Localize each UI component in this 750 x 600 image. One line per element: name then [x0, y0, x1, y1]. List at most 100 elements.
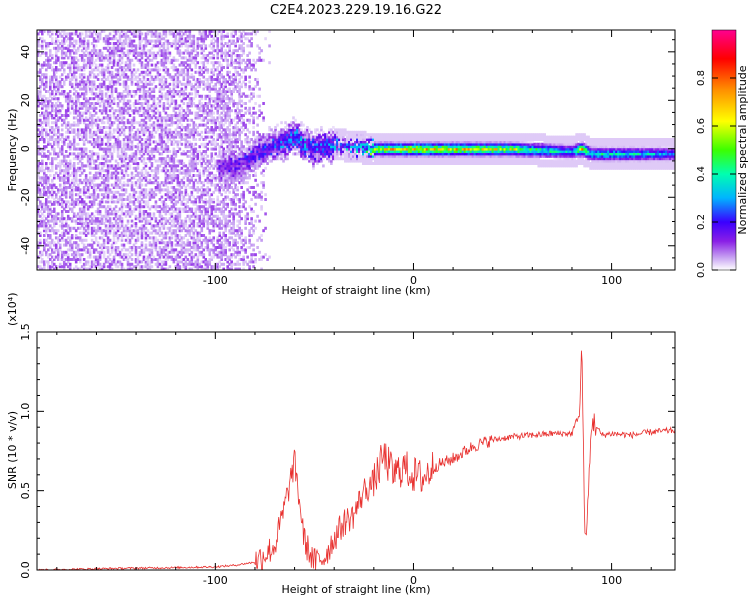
heatmap-cell [144, 123, 148, 127]
heatmap-cell [160, 267, 164, 270]
heatmap-cell [108, 94, 112, 98]
heatmap-cell [200, 241, 204, 245]
heatmap-cell [202, 207, 206, 211]
heatmap-cell [100, 30, 104, 33]
heatmap-cell [164, 260, 168, 264]
heatmap-cell [48, 186, 52, 189]
heatmap-cell [140, 85, 144, 89]
heatmap-cell [156, 231, 160, 235]
heatmap-cell [144, 37, 148, 41]
heatmap-cell [206, 147, 210, 151]
heatmap-cell [122, 267, 126, 270]
heatmap-cell [124, 73, 128, 77]
heatmap-cell [120, 267, 124, 270]
heatmap-cell [126, 181, 130, 185]
heatmap-cell [174, 229, 178, 233]
heatmap-cell [188, 37, 192, 41]
heatmap-cell [88, 106, 92, 110]
heatmap-cell [74, 219, 78, 223]
heatmap-cell [210, 241, 214, 245]
heatmap-cell [144, 260, 148, 264]
heatmap-cell [198, 214, 202, 218]
heatmap-cell [90, 176, 94, 180]
heatmap-cell [210, 56, 214, 60]
heatmap-cell [196, 188, 200, 192]
heatmap-cell [104, 46, 108, 50]
heatmap-cell [132, 154, 136, 158]
heatmap-cell [98, 135, 102, 139]
heatmap-cell [210, 258, 214, 261]
heatmap-cell [102, 68, 106, 72]
heatmap-cell [74, 97, 78, 101]
heatmap-cell [114, 210, 118, 213]
heatmap-cell [104, 106, 108, 110]
heatmap-cell [194, 130, 198, 134]
heatmap-cell [56, 241, 60, 245]
heatmap-cell [140, 61, 144, 65]
heatmap-cell [114, 82, 118, 86]
heatmap-cell [152, 87, 156, 91]
heatmap-cell [44, 99, 48, 103]
heatmap-cell [62, 154, 66, 158]
heatmap-cell [196, 190, 200, 194]
heatmap-cell [72, 181, 76, 185]
heatmap-cell [184, 111, 188, 115]
heatmap-cell [154, 231, 158, 235]
heatmap-cell [198, 236, 202, 240]
heatmap-cell [104, 217, 108, 221]
heatmap-cell [42, 229, 46, 233]
heatmap-cell [118, 82, 122, 86]
heatmap-cell [190, 128, 194, 132]
heatmap-cell [126, 106, 130, 110]
heatmap-cell [164, 142, 168, 146]
heatmap-cell [158, 157, 162, 161]
heatmap-cell [68, 90, 72, 93]
heatmap-cell [142, 85, 146, 89]
heatmap-cell [40, 154, 44, 158]
heatmap-cell [76, 267, 80, 270]
heatmap-cell [98, 174, 102, 177]
heatmap-cell [66, 210, 70, 213]
heatmap-cell [116, 147, 120, 151]
heatmap-cell [198, 68, 202, 72]
heatmap-cell [112, 200, 116, 204]
heatmap-cell [198, 169, 202, 173]
heatmap-cell [120, 97, 124, 101]
heatmap-cell [176, 133, 180, 137]
heatmap-cell [90, 70, 94, 74]
heatmap-cell [152, 241, 156, 245]
heatmap-cell [186, 238, 190, 242]
heatmap-cell [178, 217, 182, 221]
heatmap-cell [194, 162, 198, 165]
heatmap-cell [90, 205, 94, 209]
heatmap-cell [166, 133, 170, 137]
heatmap-cell [184, 174, 188, 177]
heatmap-cell [174, 224, 178, 228]
heatmap-cell [114, 30, 118, 33]
heatmap-cell [206, 94, 210, 98]
heatmap-cell [82, 135, 86, 139]
heatmap-cell [196, 157, 200, 161]
heatmap-cell [122, 202, 126, 206]
heatmap-cell [168, 190, 172, 194]
heatmap-cell [48, 265, 52, 269]
heatmap-cell [60, 34, 64, 38]
heatmap-cell [42, 82, 46, 86]
heatmap-cell [44, 190, 48, 194]
heatmap-cell [84, 32, 88, 36]
heatmap-cell [202, 75, 206, 79]
heatmap-cell [172, 99, 176, 103]
heatmap-cell [122, 66, 126, 69]
heatmap-cell [192, 162, 196, 165]
heatmap-cell [164, 34, 168, 38]
heatmap-cell [196, 51, 200, 55]
heatmap-cell [180, 200, 184, 204]
heatmap-cell [180, 243, 184, 247]
heatmap-cell [40, 104, 44, 108]
heatmap-cell [206, 207, 210, 211]
heatmap-cell [130, 121, 134, 125]
heatmap-cell [184, 152, 188, 156]
heatmap-cell [106, 181, 110, 185]
heatmap-cell [80, 32, 84, 36]
heatmap-cell [37, 61, 40, 65]
